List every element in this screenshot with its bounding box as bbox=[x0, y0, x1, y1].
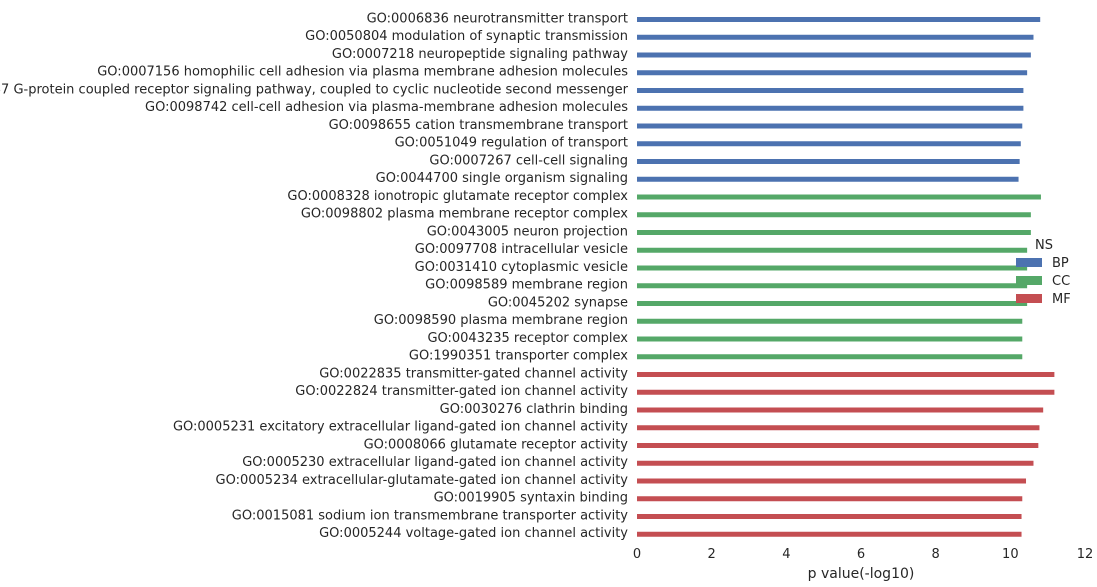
bar bbox=[637, 105, 1024, 111]
category-label: GO:0022824 transmitter-gated ion channel… bbox=[295, 384, 628, 399]
bar bbox=[637, 425, 1040, 431]
category-label: GO:0098589 membrane region bbox=[425, 278, 628, 293]
bar bbox=[637, 141, 1021, 147]
category-label: GO:0044700 single organism signaling bbox=[376, 171, 628, 186]
category-label: GO:0006836 neurotransmitter transport bbox=[367, 11, 628, 26]
bar bbox=[637, 265, 1028, 271]
bar bbox=[637, 354, 1023, 360]
category-label: GO:0008328 ionotropic glutamate receptor… bbox=[287, 189, 628, 204]
legend-label: CC bbox=[1052, 274, 1070, 289]
bar bbox=[637, 230, 1031, 235]
bar bbox=[637, 88, 1024, 93]
x-tick-label: 8 bbox=[932, 547, 940, 562]
category-label: GO:0043235 receptor complex bbox=[427, 331, 628, 346]
bar bbox=[637, 70, 1028, 76]
category-label: GO:0015081 sodium ion transmembrane tran… bbox=[232, 508, 628, 523]
bar bbox=[637, 17, 1041, 22]
legend-swatch bbox=[1016, 276, 1042, 285]
legend: NS BP CC MF bbox=[1016, 238, 1071, 307]
category-label: GO:0019905 syntaxin binding bbox=[434, 491, 628, 506]
x-axis-ticks: 0 2 4 6 8 10 12 bbox=[633, 547, 1093, 562]
bar bbox=[637, 34, 1034, 40]
legend-swatch bbox=[1016, 258, 1042, 267]
bar bbox=[637, 407, 1044, 413]
bar bbox=[637, 212, 1031, 218]
category-label: GO:0098742 cell-cell adhesion via plasma… bbox=[145, 100, 628, 115]
category-label: GO:0098802 plasma membrane receptor comp… bbox=[301, 207, 628, 222]
category-label: GO:0051049 regulation of transport bbox=[395, 136, 628, 151]
bar bbox=[637, 176, 1019, 182]
x-tick-label: 6 bbox=[857, 547, 865, 562]
x-axis-label: p value(-log10) bbox=[808, 566, 915, 582]
category-label: GO:0008066 glutamate receptor activity bbox=[364, 437, 629, 452]
category-label: GO:0050804 modulation of synaptic transm… bbox=[305, 29, 628, 44]
bar bbox=[637, 496, 1023, 502]
bars-layer bbox=[637, 17, 1055, 537]
bar bbox=[637, 194, 1041, 200]
bar bbox=[637, 159, 1020, 164]
bar bbox=[637, 460, 1034, 466]
category-label: GO:0005234 extracellular-glutamate-gated… bbox=[216, 473, 629, 488]
bar bbox=[637, 372, 1055, 377]
bar bbox=[637, 283, 1028, 289]
bar bbox=[637, 336, 1023, 342]
category-label: GO:0007187 G-protein coupled receptor si… bbox=[0, 82, 629, 97]
category-label: GO:0007156 homophilic cell adhesion via … bbox=[97, 65, 628, 80]
category-label: GO:0022835 transmitter-gated channel act… bbox=[319, 366, 628, 381]
category-label: GO:0043005 neuron projection bbox=[427, 224, 628, 239]
legend-title: NS bbox=[1035, 238, 1053, 253]
category-labels: GO:0006836 neurotransmitter transport GO:… bbox=[0, 11, 629, 541]
bar bbox=[637, 247, 1028, 253]
category-label: GO:1990351 transporter complex bbox=[409, 349, 628, 364]
legend-swatch bbox=[1016, 294, 1042, 303]
bar bbox=[637, 531, 1022, 537]
x-tick-label: 12 bbox=[1077, 547, 1094, 562]
x-tick-label: 4 bbox=[782, 547, 790, 562]
category-label: GO:0030276 clathrin binding bbox=[440, 402, 628, 417]
bar bbox=[637, 478, 1027, 484]
bar bbox=[637, 443, 1039, 448]
category-label: GO:0005231 excitatory extracellular liga… bbox=[173, 420, 628, 435]
category-label: GO:0045202 synapse bbox=[488, 295, 628, 310]
bar bbox=[637, 318, 1023, 324]
category-label: GO:0097708 intracellular vesicle bbox=[415, 242, 628, 257]
bar bbox=[637, 123, 1023, 129]
bar bbox=[637, 389, 1055, 395]
category-label: GO:0007218 neuropeptide signaling pathwa… bbox=[332, 47, 628, 62]
legend-label: BP bbox=[1052, 256, 1069, 271]
bar bbox=[637, 52, 1031, 58]
x-tick-label: 10 bbox=[1002, 547, 1019, 562]
x-tick-label: 0 bbox=[633, 547, 641, 562]
legend-label: MF bbox=[1052, 292, 1071, 307]
category-label: GO:0007267 cell-cell signaling bbox=[429, 153, 628, 168]
x-tick-label: 2 bbox=[708, 547, 716, 562]
category-label: GO:0098590 plasma membrane region bbox=[374, 313, 628, 328]
category-label: GO:0098655 cation transmembrane transpor… bbox=[329, 118, 628, 133]
bar bbox=[637, 514, 1022, 519]
bar bbox=[637, 301, 1028, 306]
category-label: GO:0031410 cytoplasmic vesicle bbox=[415, 260, 628, 275]
category-label: GO:0005244 voltage-gated ion channel act… bbox=[319, 526, 628, 541]
category-label: GO:0005230 extracellular ligand-gated io… bbox=[242, 455, 628, 470]
